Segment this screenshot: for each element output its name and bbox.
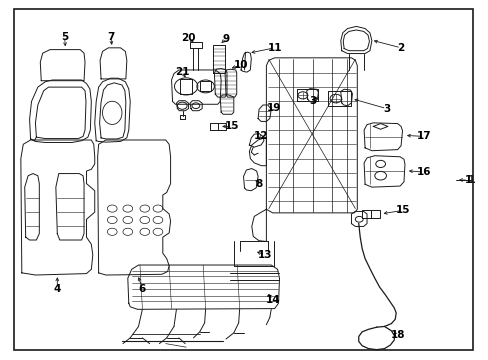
Text: 21: 21 — [175, 67, 189, 77]
Text: 13: 13 — [257, 250, 272, 260]
Text: 10: 10 — [233, 60, 247, 70]
Text: 20: 20 — [181, 33, 195, 43]
Text: 3: 3 — [382, 104, 389, 113]
Text: 19: 19 — [266, 103, 280, 113]
Text: 1: 1 — [464, 175, 471, 185]
Text: 8: 8 — [255, 179, 262, 189]
Text: 18: 18 — [390, 330, 405, 341]
Text: 9: 9 — [222, 34, 229, 44]
Text: 3: 3 — [308, 96, 316, 107]
Text: 15: 15 — [395, 205, 409, 215]
Text: 5: 5 — [61, 32, 68, 42]
Text: 17: 17 — [416, 131, 431, 141]
Text: 11: 11 — [267, 43, 281, 53]
Text: 14: 14 — [265, 295, 280, 305]
Text: 4: 4 — [54, 284, 61, 294]
Text: 2: 2 — [397, 43, 404, 53]
Text: 6: 6 — [139, 284, 146, 294]
Text: 16: 16 — [416, 167, 431, 177]
Text: 12: 12 — [254, 131, 268, 141]
Text: 15: 15 — [224, 121, 239, 131]
Text: 7: 7 — [107, 32, 114, 42]
Text: 1: 1 — [467, 175, 475, 185]
